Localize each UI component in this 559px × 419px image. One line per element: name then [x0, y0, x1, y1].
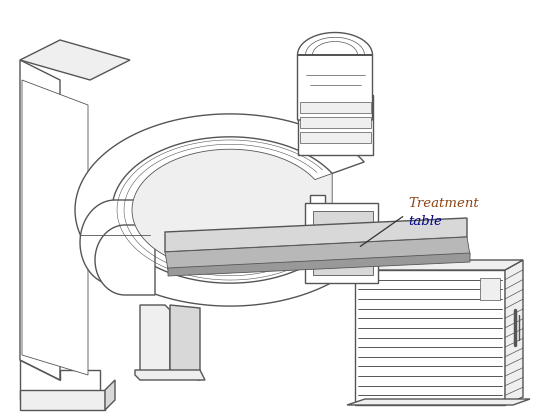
Polygon shape — [300, 117, 371, 128]
Polygon shape — [140, 305, 170, 375]
Polygon shape — [135, 370, 205, 380]
Polygon shape — [132, 149, 332, 271]
Text: table: table — [408, 215, 442, 228]
Polygon shape — [168, 253, 470, 276]
Polygon shape — [505, 260, 523, 405]
Polygon shape — [355, 260, 523, 270]
Polygon shape — [165, 237, 470, 270]
Polygon shape — [300, 132, 371, 143]
Polygon shape — [80, 200, 150, 285]
Polygon shape — [105, 380, 115, 410]
Polygon shape — [347, 399, 530, 405]
Polygon shape — [95, 225, 155, 295]
Polygon shape — [297, 95, 372, 155]
Polygon shape — [170, 305, 200, 380]
Polygon shape — [300, 102, 371, 113]
Polygon shape — [20, 60, 60, 380]
Polygon shape — [480, 278, 500, 300]
Polygon shape — [310, 195, 325, 205]
Polygon shape — [313, 211, 373, 275]
Polygon shape — [20, 40, 130, 80]
Polygon shape — [20, 390, 105, 410]
Polygon shape — [165, 218, 467, 252]
Polygon shape — [20, 360, 100, 400]
Polygon shape — [305, 203, 378, 283]
Polygon shape — [297, 33, 372, 120]
Polygon shape — [75, 114, 364, 306]
Polygon shape — [22, 80, 88, 375]
Polygon shape — [355, 270, 505, 405]
Text: Treatment: Treatment — [408, 197, 479, 210]
